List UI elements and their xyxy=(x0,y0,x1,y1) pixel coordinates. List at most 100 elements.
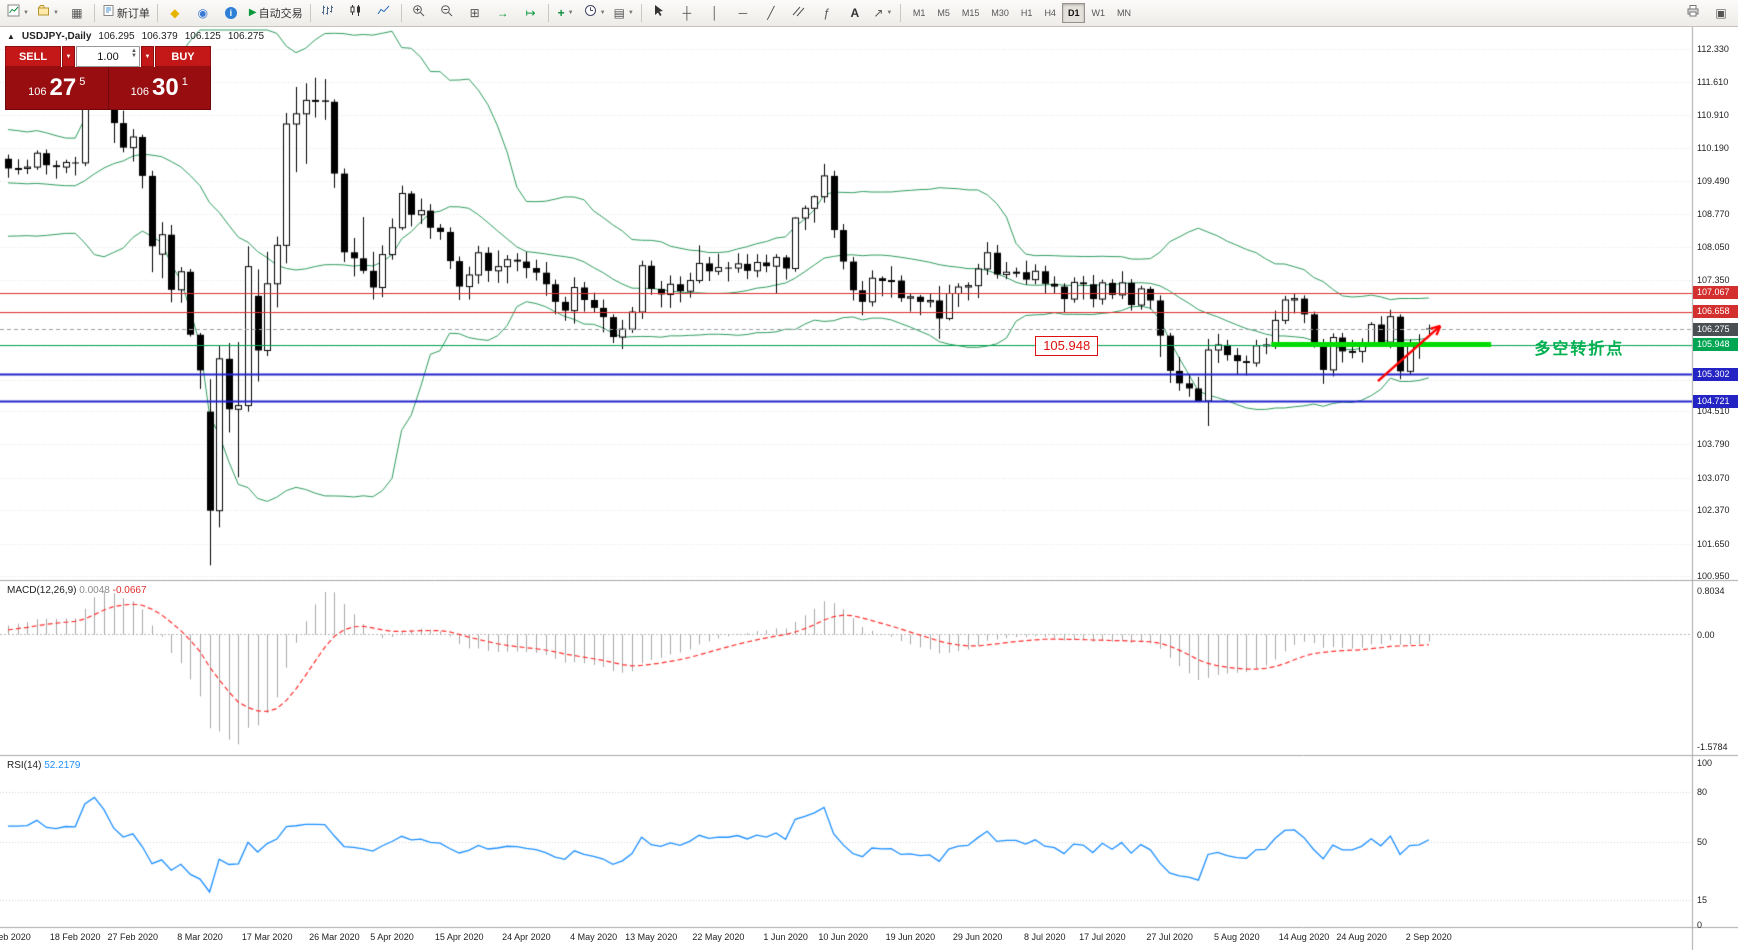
timeframe-mn[interactable]: MN xyxy=(1116,8,1131,18)
toolbar-separator xyxy=(400,4,402,22)
sell-price-sup: 5 xyxy=(79,76,86,88)
rsi-label: RSI(14) 52.2179 xyxy=(7,760,80,771)
volume-input[interactable]: 1.00 ▲ ▼ xyxy=(76,46,140,67)
help-button[interactable]: i xyxy=(217,2,245,24)
zoom-in-button[interactable] xyxy=(405,2,433,24)
trade-panel-divider xyxy=(107,67,109,109)
timeframe-w1[interactable]: W1 xyxy=(1091,8,1105,18)
vertical-line-button[interactable]: │ xyxy=(701,2,729,24)
toolbar-separator xyxy=(309,4,311,22)
arrows-tool-button[interactable]: ↗ ▼ xyxy=(869,2,897,24)
crosshair-button[interactable]: ┼ xyxy=(673,2,701,24)
sell-button[interactable]: SELL xyxy=(5,46,61,67)
sell-price[interactable]: 106 27 5 xyxy=(6,67,108,109)
zoom-out-icon xyxy=(440,4,453,22)
volume-value: 1.00 xyxy=(97,50,119,63)
print-button[interactable] xyxy=(1679,2,1707,24)
cursor-arrow-icon xyxy=(652,4,665,22)
new-chart-icon xyxy=(7,4,20,22)
volume-spinner: ▲ ▼ xyxy=(131,48,137,59)
timeframe-h4[interactable]: H4 xyxy=(1044,8,1056,18)
cursor-button[interactable] xyxy=(645,2,673,24)
arrow-object-icon: ↗ xyxy=(873,6,884,20)
fullscreen-icon: ▣ xyxy=(1715,6,1727,20)
horizontal-line-button[interactable]: ─ xyxy=(729,2,757,24)
toolbar: ▼ ▼ ▦ 新订单 ◆ ◉ i ▶ 自动交易 ⊞ → xyxy=(0,0,1738,27)
periods-button[interactable]: ▼ xyxy=(580,2,610,24)
ohlc-open: 106.295 xyxy=(98,31,135,42)
volume-up-icon[interactable]: ▲ xyxy=(131,48,137,54)
chart-shift-button[interactable]: ↦ xyxy=(517,2,545,24)
crosshair-icon: ┼ xyxy=(682,6,692,20)
metaeditor-button[interactable]: ◆ xyxy=(161,2,189,24)
fibonacci-icon: ƒ xyxy=(823,6,831,20)
timeframe-m1[interactable]: M1 xyxy=(912,8,926,18)
symbol-title: USDJPY-,Daily xyxy=(21,31,92,42)
profiles-button[interactable]: ▼ xyxy=(33,2,63,24)
timeframe-m15[interactable]: M15 xyxy=(961,8,980,18)
bar-chart-icon xyxy=(321,4,334,22)
symbol-info-bar: ▲ USDJPY-,Daily 106.295 106.379 106.125 … xyxy=(7,31,264,42)
buy-price[interactable]: 106 30 1 xyxy=(109,67,211,109)
community-button[interactable]: ◉ xyxy=(189,2,217,24)
printer-icon xyxy=(1686,4,1700,22)
timeframe-h1[interactable]: H1 xyxy=(1020,8,1033,18)
zoom-out-button[interactable] xyxy=(433,2,461,24)
line-chart-icon xyxy=(377,4,390,22)
play-icon: ▶ xyxy=(248,7,257,18)
candle-chart-icon xyxy=(349,4,362,22)
fullscreen-button[interactable]: ▣ xyxy=(1707,2,1735,24)
buy-price-big: 30 xyxy=(152,74,179,101)
info-icon: i xyxy=(224,7,237,19)
indicators-button[interactable]: + ▼ xyxy=(552,2,580,24)
one-click-trade-panel: SELL ▼ 1.00 ▲ ▼ ▼ BUY 106 27 5 106 30 1 xyxy=(5,46,211,110)
rsi-value: 52.2179 xyxy=(44,760,81,771)
toolbar-right-group: ▣ xyxy=(1679,2,1735,24)
timeframe-m30[interactable]: M30 xyxy=(991,8,1009,18)
trade-panel-controls: SELL ▼ 1.00 ▲ ▼ ▼ BUY xyxy=(5,46,211,67)
one-click-toggle-icon[interactable]: ▲ xyxy=(7,32,15,41)
profiles-folder-icon xyxy=(37,4,50,22)
macd-name: MACD(12,26,9) xyxy=(7,585,77,596)
price-callout[interactable]: 105.948 xyxy=(1035,335,1099,356)
timeframe-d1[interactable]: D1 xyxy=(1061,3,1086,23)
volume-down-icon[interactable]: ▼ xyxy=(131,52,137,59)
buy-button[interactable]: BUY xyxy=(155,46,211,67)
annotation-text[interactable]: 多空转折点 xyxy=(1534,341,1625,359)
channel-icon xyxy=(792,4,805,22)
new-chart-button[interactable]: ▼ xyxy=(3,2,33,24)
metaeditor-icon: ◆ xyxy=(170,6,180,20)
macd-main-value: 0.0048 xyxy=(79,585,110,596)
trendline-icon: ╱ xyxy=(767,6,775,20)
templates-button[interactable]: ▤ ▼ xyxy=(610,2,638,24)
text-tool-button[interactable]: A xyxy=(841,2,869,24)
channel-button[interactable] xyxy=(785,2,813,24)
market-watch-button[interactable]: ▦ xyxy=(63,2,91,24)
timeframe-m5[interactable]: M5 xyxy=(937,8,950,18)
buy-options-caret-icon[interactable]: ▼ xyxy=(141,46,154,67)
bar-chart-button[interactable] xyxy=(314,2,342,24)
vertical-line-icon: │ xyxy=(711,6,719,20)
autotrading-button[interactable]: ▶ 自动交易 xyxy=(245,2,307,24)
rsi-name: RSI(14) xyxy=(7,760,42,771)
indicators-plus-icon: + xyxy=(557,6,565,20)
new-order-button[interactable]: 新订单 xyxy=(98,2,154,24)
tile-windows-button[interactable]: ⊞ xyxy=(461,2,489,24)
auto-scroll-button[interactable]: → xyxy=(489,2,517,24)
trade-panel-prices: 106 27 5 106 30 1 xyxy=(5,67,211,110)
sell-options-caret-icon[interactable]: ▼ xyxy=(62,46,75,67)
chevron-down-icon: ▼ xyxy=(23,10,29,16)
chart-shift-icon: ↦ xyxy=(525,6,536,20)
candle-chart-button[interactable] xyxy=(342,2,370,24)
toolbar-separator xyxy=(93,4,95,22)
line-chart-button[interactable] xyxy=(370,2,398,24)
new-order-label: 新订单 xyxy=(116,8,150,20)
chevron-down-icon: ▼ xyxy=(627,10,634,16)
community-icon: ◉ xyxy=(197,6,209,20)
chevron-down-icon: ▼ xyxy=(599,10,606,16)
toolbar-separator xyxy=(547,4,549,22)
fibonacci-button[interactable]: ƒ xyxy=(813,2,841,24)
chevron-down-icon: ▼ xyxy=(886,10,893,16)
trendline-button[interactable]: ╱ xyxy=(757,2,785,24)
